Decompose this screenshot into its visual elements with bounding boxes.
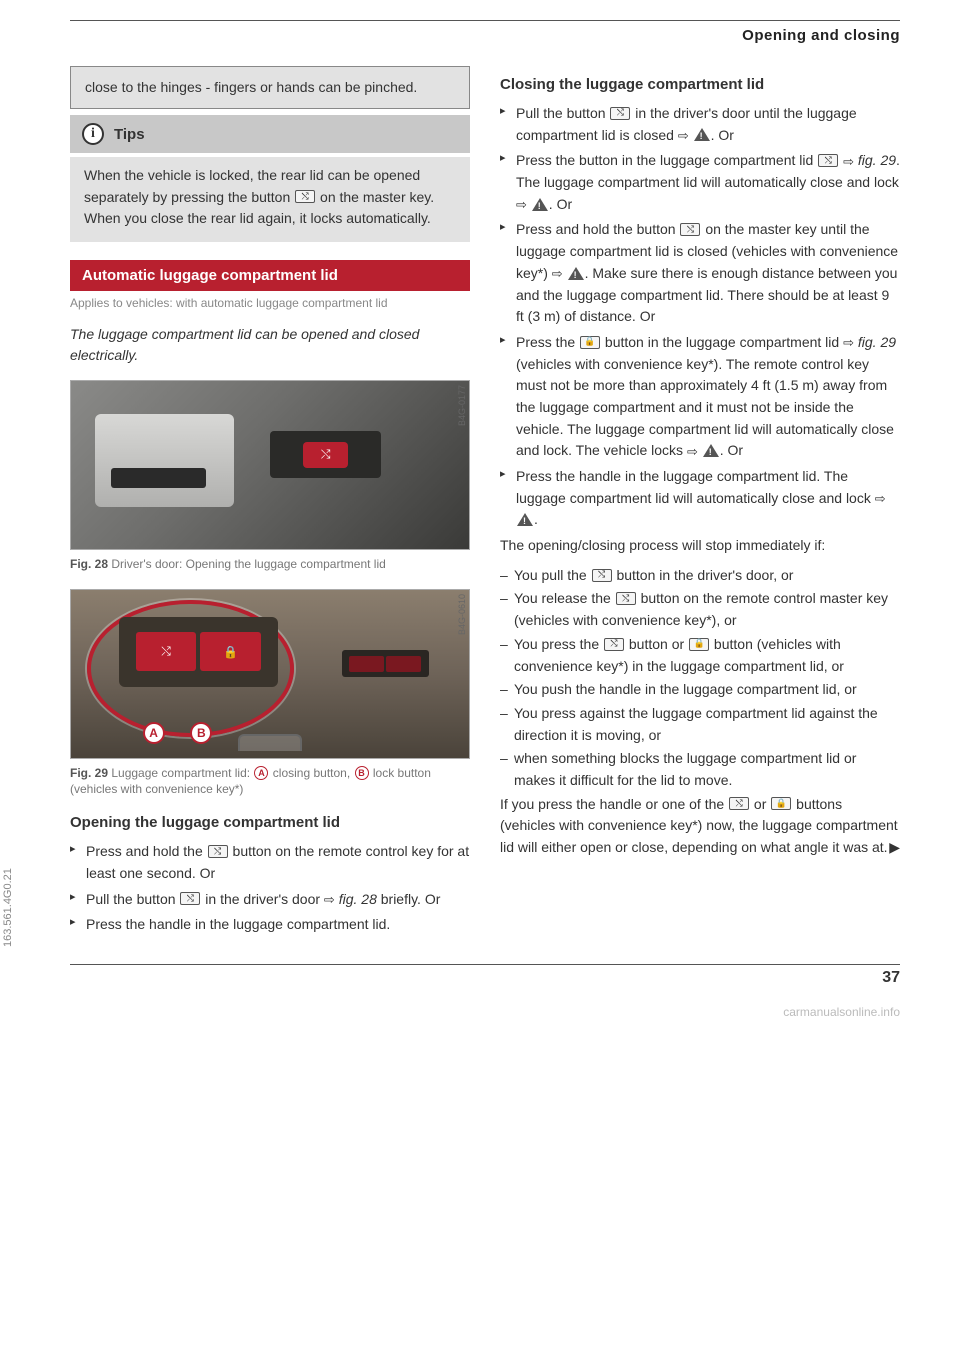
- marker-a: A: [143, 722, 165, 744]
- list-item: You release the ⤭ button on the remote c…: [500, 588, 900, 631]
- trunk-button-icon: ⤭: [208, 845, 228, 858]
- applies-to-note: Applies to vehicles: with automatic lugg…: [70, 295, 470, 312]
- caption-marker-b: B: [355, 766, 369, 780]
- trunk-button-icon: ⤭: [295, 190, 315, 203]
- header-title: Opening and closing: [70, 27, 900, 44]
- figure-28-image: B4G-0177 ⤭: [70, 380, 470, 550]
- warning-icon: [568, 267, 584, 280]
- list-item: Press the handle in the luggage compartm…: [500, 466, 900, 531]
- trunk-button-icon: ⤭: [180, 892, 200, 905]
- list-item: Press the button in the luggage compartm…: [500, 150, 900, 215]
- info-icon: i: [82, 123, 104, 145]
- list-item: Press and hold the ⤭ button on the remot…: [70, 841, 470, 884]
- warning-continuation-box: close to the hinges - fingers or hands c…: [70, 66, 470, 109]
- figure-29-code: B4G-0610: [457, 594, 467, 635]
- warning-icon: [694, 128, 710, 141]
- opening-list: Press and hold the ⤭ button on the remot…: [70, 841, 470, 936]
- warning-icon: [517, 513, 533, 526]
- warning-continuation-text: close to the hinges - fingers or hands c…: [85, 79, 417, 95]
- trunk-button-icon: ⤭: [729, 797, 749, 810]
- tips-label: Tips: [114, 126, 145, 143]
- page-number: 37: [70, 964, 900, 987]
- list-item: You pull the ⤭ button in the driver's do…: [500, 565, 900, 587]
- figure-29: B4G-0610 ⤭🔒 A B: [70, 589, 470, 759]
- figure-29-prefix: Fig. 29: [70, 766, 108, 780]
- list-item: You press against the luggage compartmen…: [500, 703, 900, 746]
- trunk-button-icon: ⤭: [680, 223, 700, 236]
- trunk-button-icon: ⤭: [604, 638, 624, 651]
- tips-header: i Tips: [70, 115, 470, 153]
- tips-body: When the vehicle is locked, the rear lid…: [70, 157, 470, 242]
- final-paragraph: If you press the handle or one of the ⤭ …: [500, 794, 900, 859]
- lock-button-icon: 🔒: [689, 638, 709, 651]
- list-item: Press the handle in the luggage compartm…: [70, 914, 470, 936]
- trunk-button-icon: ⤭: [592, 569, 612, 582]
- figure-28-caption: Fig. 28 Driver's door: Opening the lugga…: [70, 556, 470, 573]
- intro-text: The luggage compartment lid can be opene…: [70, 324, 470, 366]
- left-column: close to the hinges - fingers or hands c…: [70, 66, 470, 940]
- lock-button-icon: 🔒: [771, 797, 791, 810]
- trunk-button-icon: ⤭: [616, 592, 636, 605]
- warning-icon: [532, 198, 548, 211]
- document-code: 163.561.4G0.21: [2, 868, 14, 947]
- closing-heading: Closing the luggage compartment lid: [500, 76, 900, 93]
- stop-intro: The opening/closing process will stop im…: [500, 535, 900, 557]
- figure-29-caption: Fig. 29 Luggage compartment lid: A closi…: [70, 765, 470, 799]
- right-column: Closing the luggage compartment lid Pull…: [500, 66, 900, 940]
- figure-29-image: B4G-0610 ⤭🔒 A B: [70, 589, 470, 759]
- section-heading-red: Automatic luggage compartment lid: [70, 260, 470, 291]
- list-item: Pull the button ⤭ in the driver's door u…: [500, 103, 900, 146]
- trunk-button-icon: ⤭: [818, 154, 838, 167]
- figure-28-code: B4G-0177: [457, 385, 467, 426]
- stop-list: You pull the ⤭ button in the driver's do…: [500, 565, 900, 792]
- figure-28: B4G-0177 ⤭: [70, 380, 470, 550]
- continue-arrow-icon: ▶: [889, 837, 900, 859]
- list-item: Pull the button ⤭ in the driver's door ⇨…: [70, 889, 470, 911]
- list-item: You press the ⤭ button or 🔒 button (vehi…: [500, 634, 900, 677]
- list-item: Press and hold the button ⤭ on the maste…: [500, 219, 900, 327]
- figure-28-prefix: Fig. 28: [70, 557, 108, 571]
- list-item: Press the 🔒 button in the luggage compar…: [500, 332, 900, 462]
- marker-b: B: [190, 722, 212, 744]
- header-rule: [70, 20, 900, 21]
- trunk-button-icon: ⤭: [610, 107, 630, 120]
- opening-heading: Opening the luggage compartment lid: [70, 814, 470, 831]
- warning-icon: [703, 444, 719, 457]
- list-item: You push the handle in the luggage compa…: [500, 679, 900, 701]
- watermark: carmanualsonline.info: [783, 1005, 900, 1019]
- list-item: when something blocks the luggage compar…: [500, 748, 900, 791]
- figure-28-caption-text: Driver's door: Opening the luggage compa…: [111, 557, 385, 571]
- lock-button-icon: 🔒: [580, 336, 600, 349]
- caption-marker-a: A: [254, 766, 268, 780]
- closing-list: Pull the button ⤭ in the driver's door u…: [500, 103, 900, 531]
